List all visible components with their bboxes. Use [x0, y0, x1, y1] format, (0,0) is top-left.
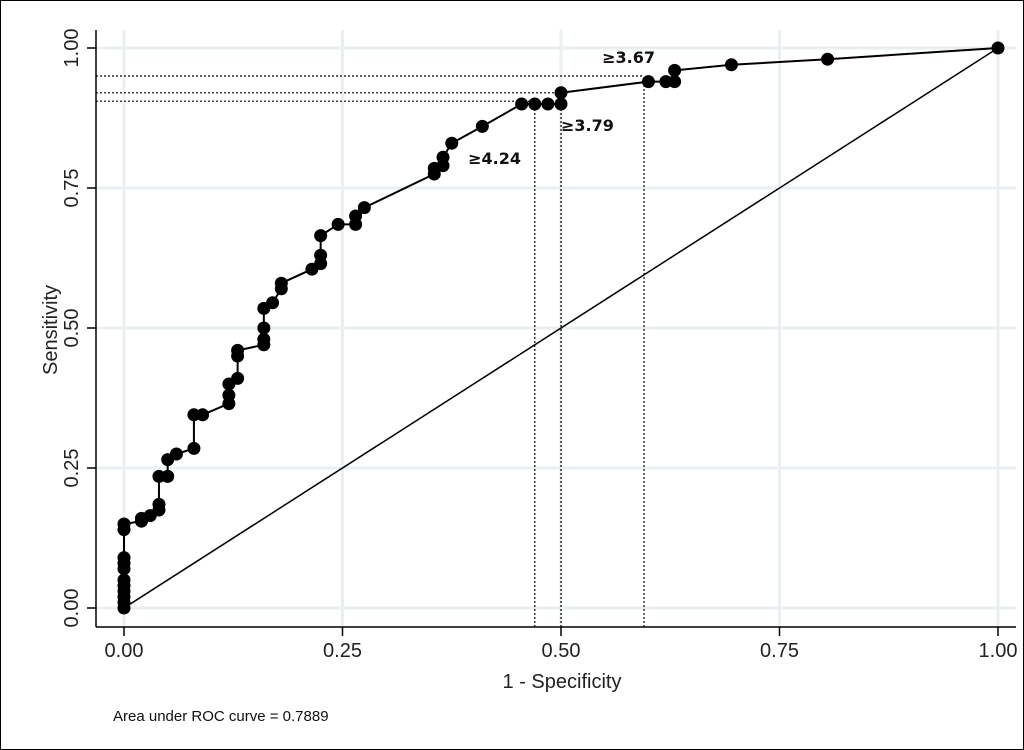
y-tick-label: 0.25 — [61, 449, 83, 488]
x-tick-label: 0.00 — [105, 640, 144, 662]
chance-diagonal-line — [123, 47, 999, 609]
x-axis-title: 1 - Specificity — [503, 671, 622, 693]
roc-point — [257, 332, 271, 346]
roc-points — [117, 41, 1005, 615]
roc-point — [475, 119, 489, 133]
roc-point — [554, 86, 568, 100]
roc-point — [445, 136, 459, 150]
roc-point — [222, 388, 236, 402]
roc-point — [554, 97, 568, 111]
cutoff-label: ≥3.79 — [561, 116, 614, 135]
roc-point — [117, 551, 131, 565]
roc-point — [152, 497, 166, 511]
y-tick-label: 0.00 — [61, 589, 83, 628]
auc-footnote: Area under ROC curve = 0.7889 — [113, 708, 329, 725]
roc-point — [668, 63, 682, 77]
roc-point — [314, 248, 328, 262]
y-tick-label: 1.00 — [61, 29, 83, 68]
cutoff-label: ≥3.67 — [602, 48, 655, 67]
y-tick-label: 0.50 — [61, 309, 83, 348]
x-tick-label: 1.00 — [979, 640, 1018, 662]
roc-point — [515, 97, 529, 111]
roc-point — [641, 75, 655, 89]
roc-point — [231, 371, 245, 385]
roc-point — [117, 517, 131, 531]
y-tick-label: 0.75 — [61, 169, 83, 208]
roc-point — [436, 150, 450, 164]
x-tick-label: 0.50 — [542, 640, 581, 662]
roc-point — [161, 469, 175, 483]
roc-point — [349, 209, 363, 223]
roc-point — [331, 217, 345, 231]
roc-point — [187, 441, 201, 455]
roc-point — [724, 58, 738, 72]
roc-point — [528, 97, 542, 111]
cutoff-label: ≥4.24 — [468, 149, 521, 168]
roc-point — [231, 343, 245, 357]
roc-point — [117, 573, 131, 587]
roc-point — [169, 447, 183, 461]
cutoff-annotations: ≥4.24 ≥3.79 ≥3.67 — [468, 48, 655, 168]
y-axis-title: Sensitivity — [40, 285, 62, 375]
reference-lines — [96, 75, 645, 627]
roc-point — [314, 229, 328, 243]
roc-point — [257, 321, 271, 335]
roc-point — [991, 41, 1005, 55]
axes: 0.00 0.00 0.25 0.25 0.50 0.50 0.75 0.75 1.00 1.00 — [61, 29, 1017, 662]
roc-point — [266, 296, 280, 310]
roc-point — [668, 75, 682, 89]
roc-point — [196, 408, 210, 422]
x-tick-label: 0.25 — [323, 640, 362, 662]
roc-point — [821, 52, 835, 66]
roc-point — [274, 276, 288, 290]
roc-point — [357, 201, 371, 215]
roc-point — [541, 97, 555, 111]
x-tick-label: 0.75 — [760, 640, 799, 662]
